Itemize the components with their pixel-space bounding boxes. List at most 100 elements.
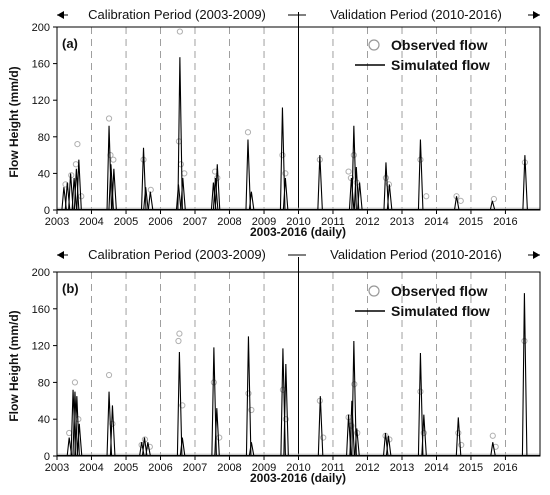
simulated-peak bbox=[453, 196, 460, 211]
y-tick-label: 120 bbox=[32, 341, 50, 353]
observed-point bbox=[105, 115, 113, 122]
arrowhead-right-a bbox=[533, 11, 540, 19]
y-tick-label: 0 bbox=[44, 451, 50, 463]
y-tick-label: 160 bbox=[32, 304, 50, 316]
validation-label-a: Validation Period (2010-2016) bbox=[330, 7, 502, 22]
observed-point bbox=[382, 174, 390, 182]
x-tick-label: 2013 bbox=[390, 216, 414, 228]
observed-point bbox=[248, 406, 255, 414]
x-tick-label: 2003 bbox=[45, 216, 69, 228]
x-tick-label: 2016 bbox=[493, 216, 517, 228]
observed-point bbox=[320, 434, 327, 441]
observed-point bbox=[110, 156, 117, 163]
simulated-peak bbox=[317, 396, 324, 457]
observed-point bbox=[455, 429, 462, 437]
simulated-peak bbox=[176, 352, 183, 457]
panel-label-a: (a) bbox=[62, 36, 78, 51]
x-tick-label: 2005 bbox=[114, 216, 138, 228]
x-tick-label: 2012 bbox=[355, 216, 379, 228]
observed-point bbox=[350, 152, 357, 159]
validation-label-b: Validation Period (2010-2016) bbox=[330, 247, 502, 262]
observed-point bbox=[423, 193, 430, 200]
x-tick-label: 2004 bbox=[79, 216, 103, 228]
simulated-peak bbox=[421, 414, 427, 457]
legend-simulated-label-b: Simulated flow bbox=[391, 303, 490, 319]
simulated-peak bbox=[109, 405, 116, 457]
panel-a: Calibration Period (2003-2009) Validatio… bbox=[7, 5, 541, 239]
plot-frame-b bbox=[56, 271, 541, 457]
y-tick-label: 80 bbox=[38, 377, 50, 389]
x-tick-label: 2008 bbox=[217, 216, 241, 228]
simulated-peak bbox=[106, 391, 113, 457]
simulated-peak bbox=[417, 352, 424, 457]
legend-b: Observed flow Simulated flow bbox=[355, 283, 490, 319]
simulated-peak bbox=[353, 166, 360, 211]
observed-point bbox=[345, 168, 352, 175]
x-tick-label: 2003 bbox=[45, 462, 69, 474]
arrowhead-left-a bbox=[57, 11, 64, 19]
simulated-peak bbox=[283, 363, 289, 457]
simulated-peak bbox=[248, 442, 255, 457]
observed-point bbox=[279, 152, 286, 159]
observed-point bbox=[420, 429, 427, 437]
period-header-b: Calibration Period (2003-2009) Validatio… bbox=[57, 245, 540, 263]
observed-point bbox=[66, 429, 73, 437]
y-axis-title-a: Flow Height (mm/d) bbox=[7, 66, 21, 177]
observed-point bbox=[417, 388, 424, 395]
x-tick-label: 2006 bbox=[148, 216, 172, 228]
x-tick-label: 2007 bbox=[183, 216, 207, 228]
observed-point bbox=[245, 390, 252, 397]
simulated-peak bbox=[489, 200, 496, 211]
simulated-peak bbox=[179, 437, 186, 457]
simulated-peak bbox=[417, 139, 424, 211]
simulated-peak bbox=[76, 159, 82, 211]
simulated-peak bbox=[383, 162, 390, 211]
observed-point bbox=[176, 28, 183, 35]
simulated-peak bbox=[349, 400, 355, 457]
simulated-peak bbox=[72, 391, 78, 457]
calibration-label-b: Calibration Period (2003-2009) bbox=[88, 247, 266, 262]
observed-point bbox=[71, 379, 79, 386]
simulated-peak bbox=[385, 435, 392, 457]
legend-a: Observed flow Simulated flow bbox=[355, 37, 490, 73]
simulated-peak bbox=[177, 57, 183, 211]
simulated-peak bbox=[210, 182, 217, 211]
legend-observed-label-b: Observed flow bbox=[391, 283, 488, 299]
simulated-peak bbox=[143, 187, 149, 211]
simulated-peak bbox=[214, 408, 220, 457]
observed-point bbox=[176, 330, 183, 337]
x-tick-label: 2015 bbox=[459, 462, 483, 474]
x-tick-label: 2007 bbox=[183, 462, 207, 474]
x-tick-label: 2015 bbox=[459, 216, 483, 228]
plot-frame-a bbox=[56, 26, 541, 211]
simulated-peak bbox=[245, 139, 252, 211]
x-tick-label: 2010 bbox=[286, 462, 310, 474]
observed-point bbox=[521, 337, 528, 345]
observed-point bbox=[457, 197, 464, 204]
simulated-peak bbox=[248, 191, 255, 211]
legend-observed-marker-a bbox=[368, 39, 380, 51]
x-tick-label: 2005 bbox=[114, 462, 138, 474]
simulated-peak bbox=[245, 336, 252, 457]
simulated-peak bbox=[212, 177, 219, 211]
observed-point bbox=[216, 434, 223, 441]
simulated-peak bbox=[521, 293, 528, 457]
observed-point bbox=[177, 161, 185, 168]
x-tick-label: 2009 bbox=[252, 462, 276, 474]
simulated-peak bbox=[141, 437, 148, 457]
observed-point bbox=[62, 181, 69, 188]
observed-point bbox=[74, 141, 81, 148]
observed-point bbox=[282, 170, 289, 177]
x-tick-label: 2012 bbox=[355, 462, 379, 474]
x-tick-label: 2016 bbox=[493, 462, 517, 474]
simulated-peak bbox=[490, 442, 496, 457]
arrowhead-right-b bbox=[533, 251, 540, 259]
simulated-peak bbox=[106, 125, 113, 211]
y-tick-label: 120 bbox=[32, 95, 50, 107]
y-tick-label: 40 bbox=[38, 168, 50, 180]
y-tick-label: 0 bbox=[44, 205, 50, 217]
simulated-peak bbox=[70, 389, 77, 457]
simulated-peak bbox=[348, 177, 355, 211]
y-tick-label: 40 bbox=[38, 414, 50, 426]
x-axis-title-a: 2003-2016 (daily) bbox=[250, 225, 346, 239]
